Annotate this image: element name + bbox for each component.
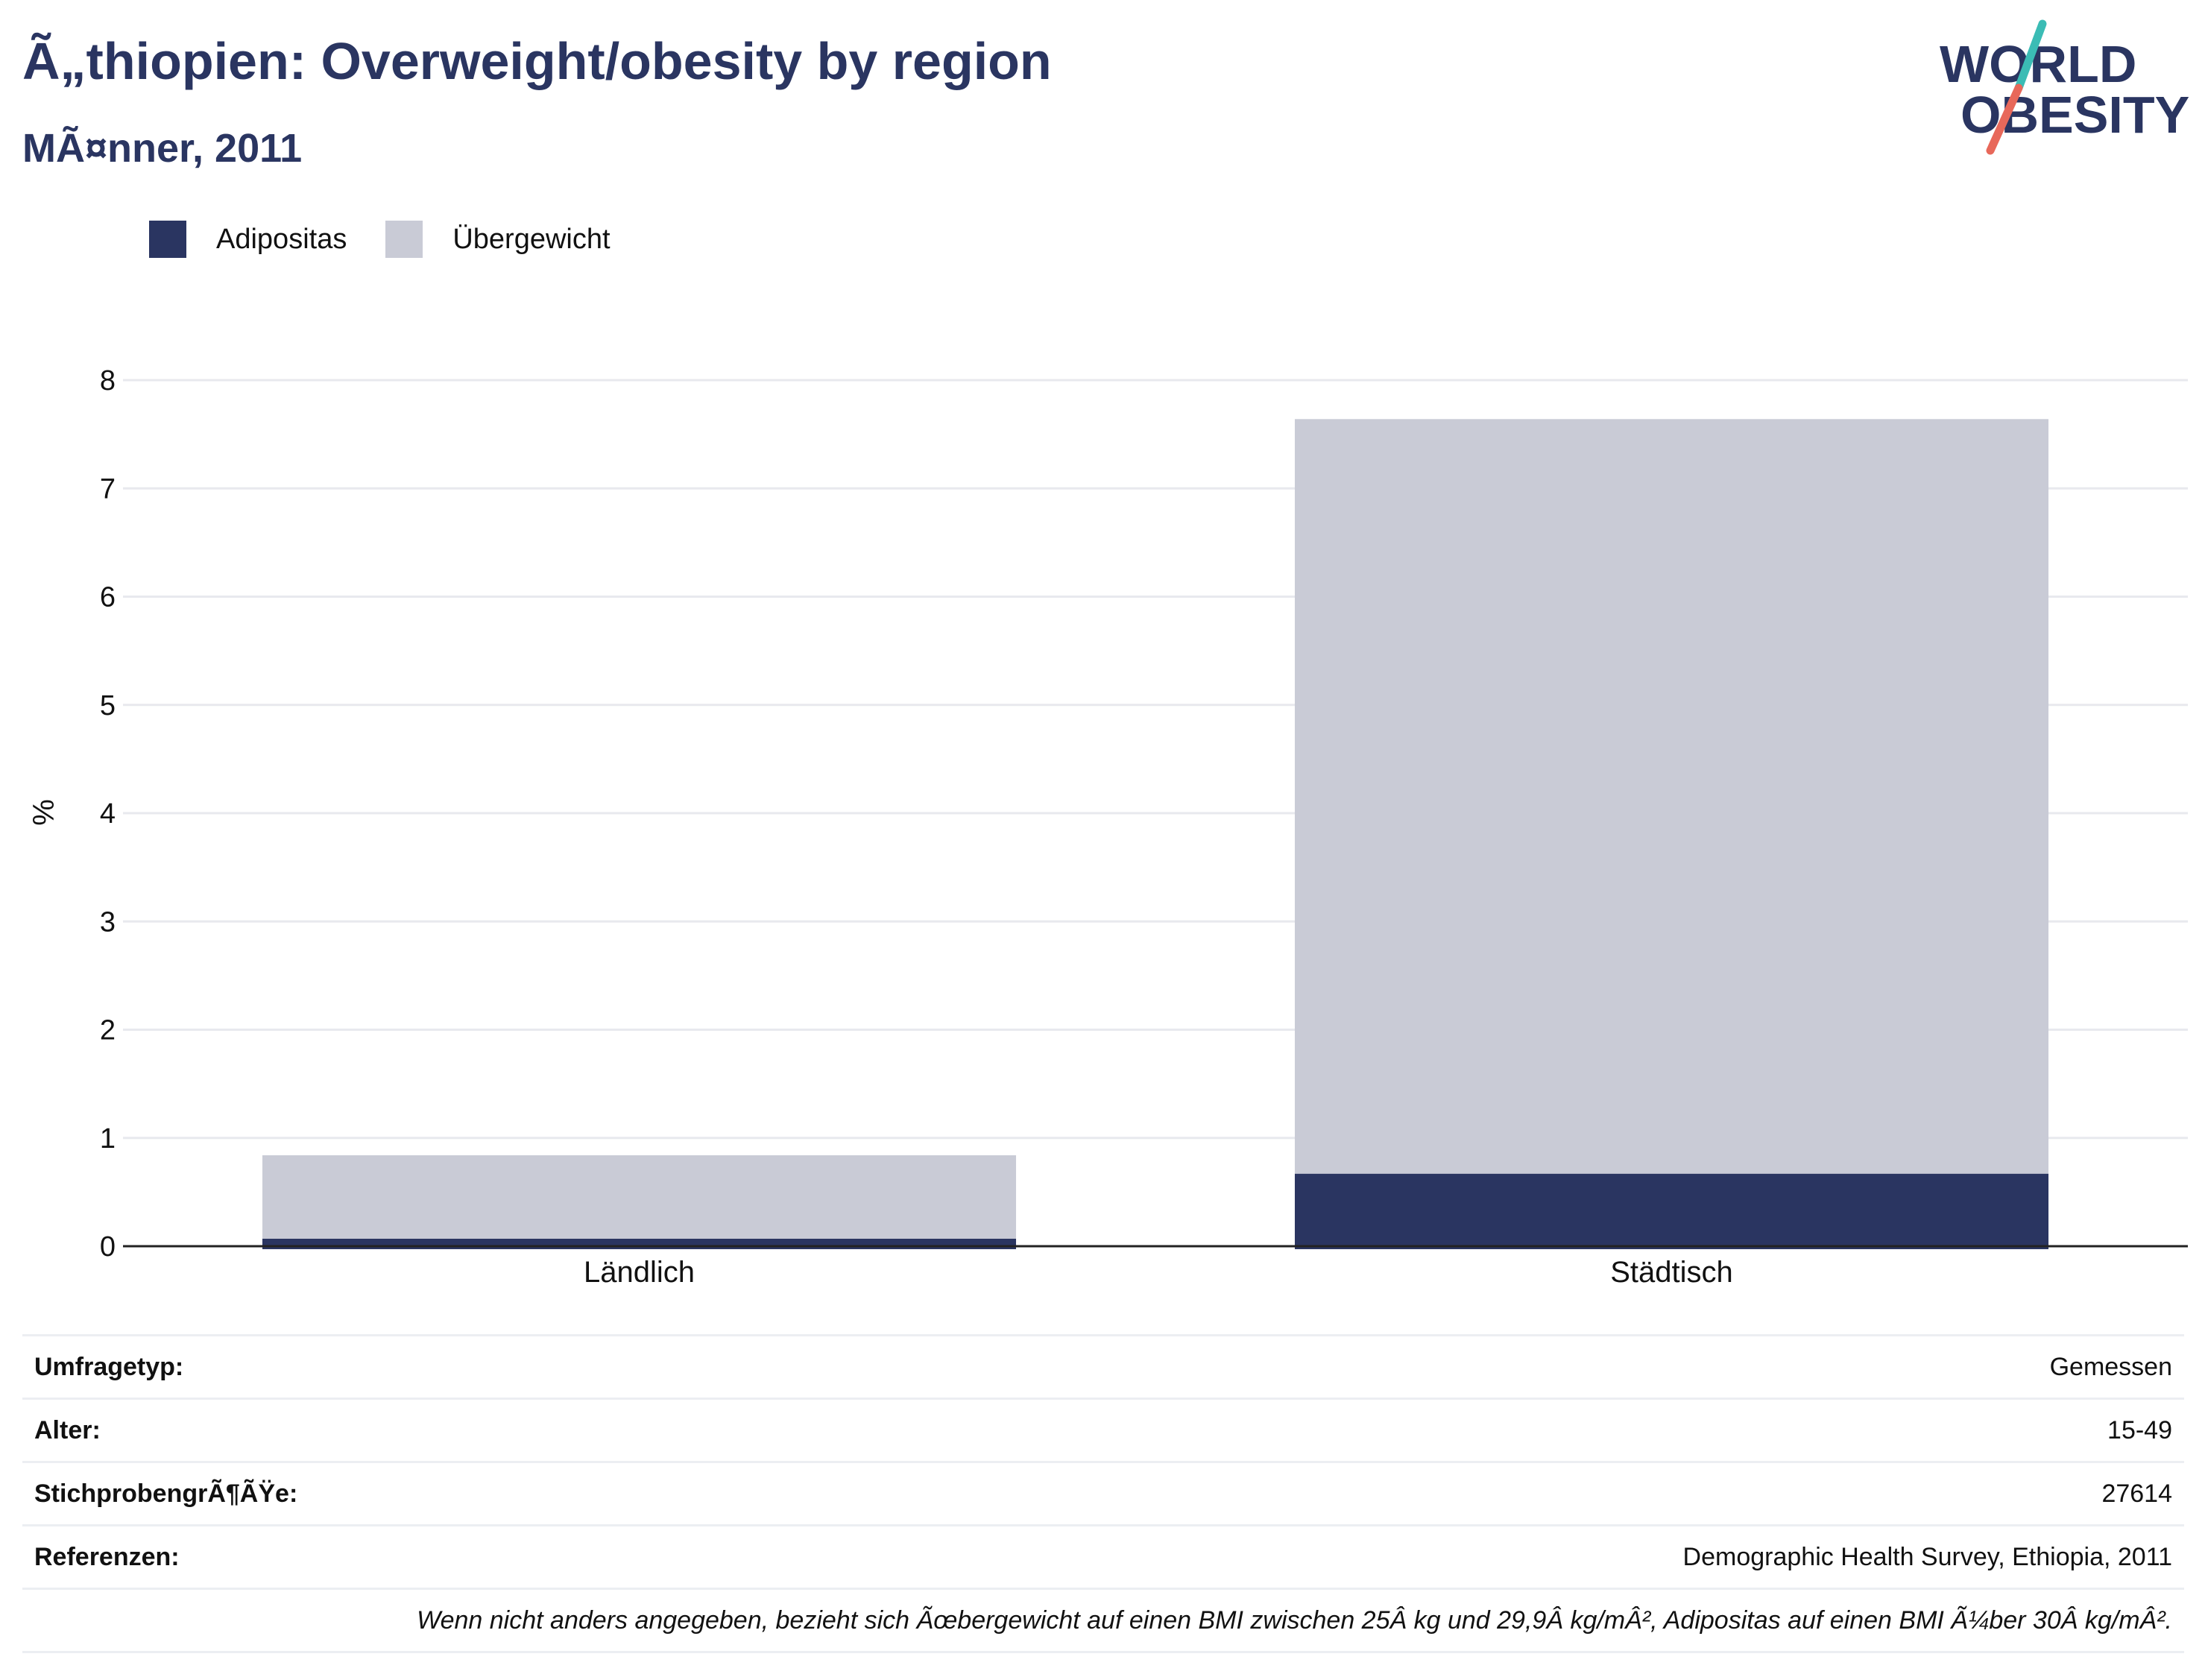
bar-uebergewicht-1 xyxy=(1294,419,2049,1174)
legend-swatch-uebergewicht xyxy=(385,221,423,258)
x-tick-label: Städtisch xyxy=(1610,1256,1733,1289)
info-row-note: Wenn nicht anders angegeben, bezieht sic… xyxy=(22,1588,2184,1653)
bmi-footnote: Wenn nicht anders angegeben, bezieht sic… xyxy=(22,1588,2184,1653)
y-tick-label: 2 xyxy=(100,1015,116,1046)
info-value: 15-49 xyxy=(798,1398,2184,1462)
info-row-age: Alter: 15-49 xyxy=(22,1398,2184,1462)
legend-item-uebergewicht[interactable]: Übergewicht xyxy=(385,221,611,258)
legend-label-uebergewicht: Übergewicht xyxy=(452,223,611,255)
info-row-survey-type: Umfragetyp: Gemessen xyxy=(22,1334,2184,1399)
bar-adipositas-1 xyxy=(1294,1173,2049,1249)
stacked-bar-chart: 0 1 2 3 4 5 6 7 8% Ländlich Städtisch xyxy=(28,365,2188,1289)
legend-swatch-adipositas xyxy=(149,221,186,258)
x-tick-label: Ländlich xyxy=(584,1256,695,1289)
y-tick-label: 6 xyxy=(100,582,116,613)
y-axis-label: % xyxy=(28,799,60,826)
info-label: StichprobengrÃ¶ÃŸe: xyxy=(22,1461,798,1526)
y-tick-label: 5 xyxy=(100,690,116,721)
chart-subtitle: MÃ¤nner, 2011 xyxy=(22,126,303,171)
info-label: Umfragetyp: xyxy=(22,1334,798,1399)
info-value: 27614 xyxy=(798,1461,2184,1526)
y-tick-label: 3 xyxy=(100,906,116,938)
legend-label-adipositas: Adipositas xyxy=(216,223,347,255)
info-row-references: Referenzen: Demographic Health Survey, E… xyxy=(22,1524,2184,1589)
info-label: Referenzen: xyxy=(22,1524,798,1589)
y-tick-label: 7 xyxy=(100,473,116,505)
bar-adipositas-0 xyxy=(262,1238,1017,1249)
info-value: Gemessen xyxy=(798,1334,2184,1399)
bar-uebergewicht-0 xyxy=(262,1155,1017,1239)
chart-title: Ã„thiopien: Overweight/obesity by region xyxy=(22,32,1052,90)
y-tick-label: 1 xyxy=(100,1123,116,1155)
logo-slash-teal xyxy=(2014,19,2047,92)
y-tick-label: 4 xyxy=(100,798,116,830)
info-value: Demographic Health Survey, Ethiopia, 201… xyxy=(798,1524,2184,1589)
info-label: Alter: xyxy=(22,1398,798,1462)
chart-legend: Adipositas Übergewicht xyxy=(149,221,649,258)
info-table: Umfragetyp: Gemessen Alter: 15-49 Stichp… xyxy=(22,1334,2184,1653)
info-row-sample-size: StichprobengrÃ¶ÃŸe: 27614 xyxy=(22,1461,2184,1526)
y-tick-label: 0 xyxy=(100,1231,116,1263)
legend-item-adipositas[interactable]: Adipositas xyxy=(149,221,347,258)
y-tick-label: 8 xyxy=(100,365,116,397)
world-obesity-logo: WORLD OBESITY xyxy=(1940,19,2189,155)
logo-slash-coral xyxy=(1986,83,2023,155)
